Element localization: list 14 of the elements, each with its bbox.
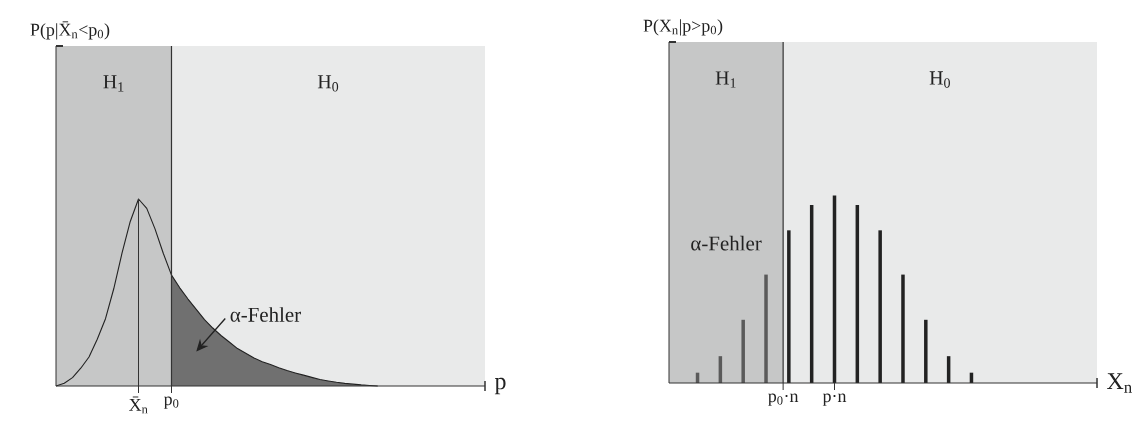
x-tick-label: p$_{0}$·n [768,393,799,406]
x-axis-title: p [494,377,506,395]
annotation: α-Fehler [230,307,301,322]
text: H$_{1}$ [103,75,124,92]
x-axis-title: X$_{n}$ [1107,373,1132,393]
x-tick-label: p$_{0}$ [163,396,179,409]
y-axis-title: P(p|X̄$_{n}$<p$_{0}$) [30,21,110,40]
annotation: α-Fehler [691,235,762,251]
y-axis-title: P(X$_{n}$|p>p$_{0}$) [643,19,723,36]
x-tick-label: X̄$_{n}$ [129,396,148,414]
text: H$_{0}$ [317,75,339,92]
text: H$_{1}$ [715,71,736,88]
text: H$_{0}$ [929,71,950,88]
x-tick-label: p·n [822,393,847,406]
